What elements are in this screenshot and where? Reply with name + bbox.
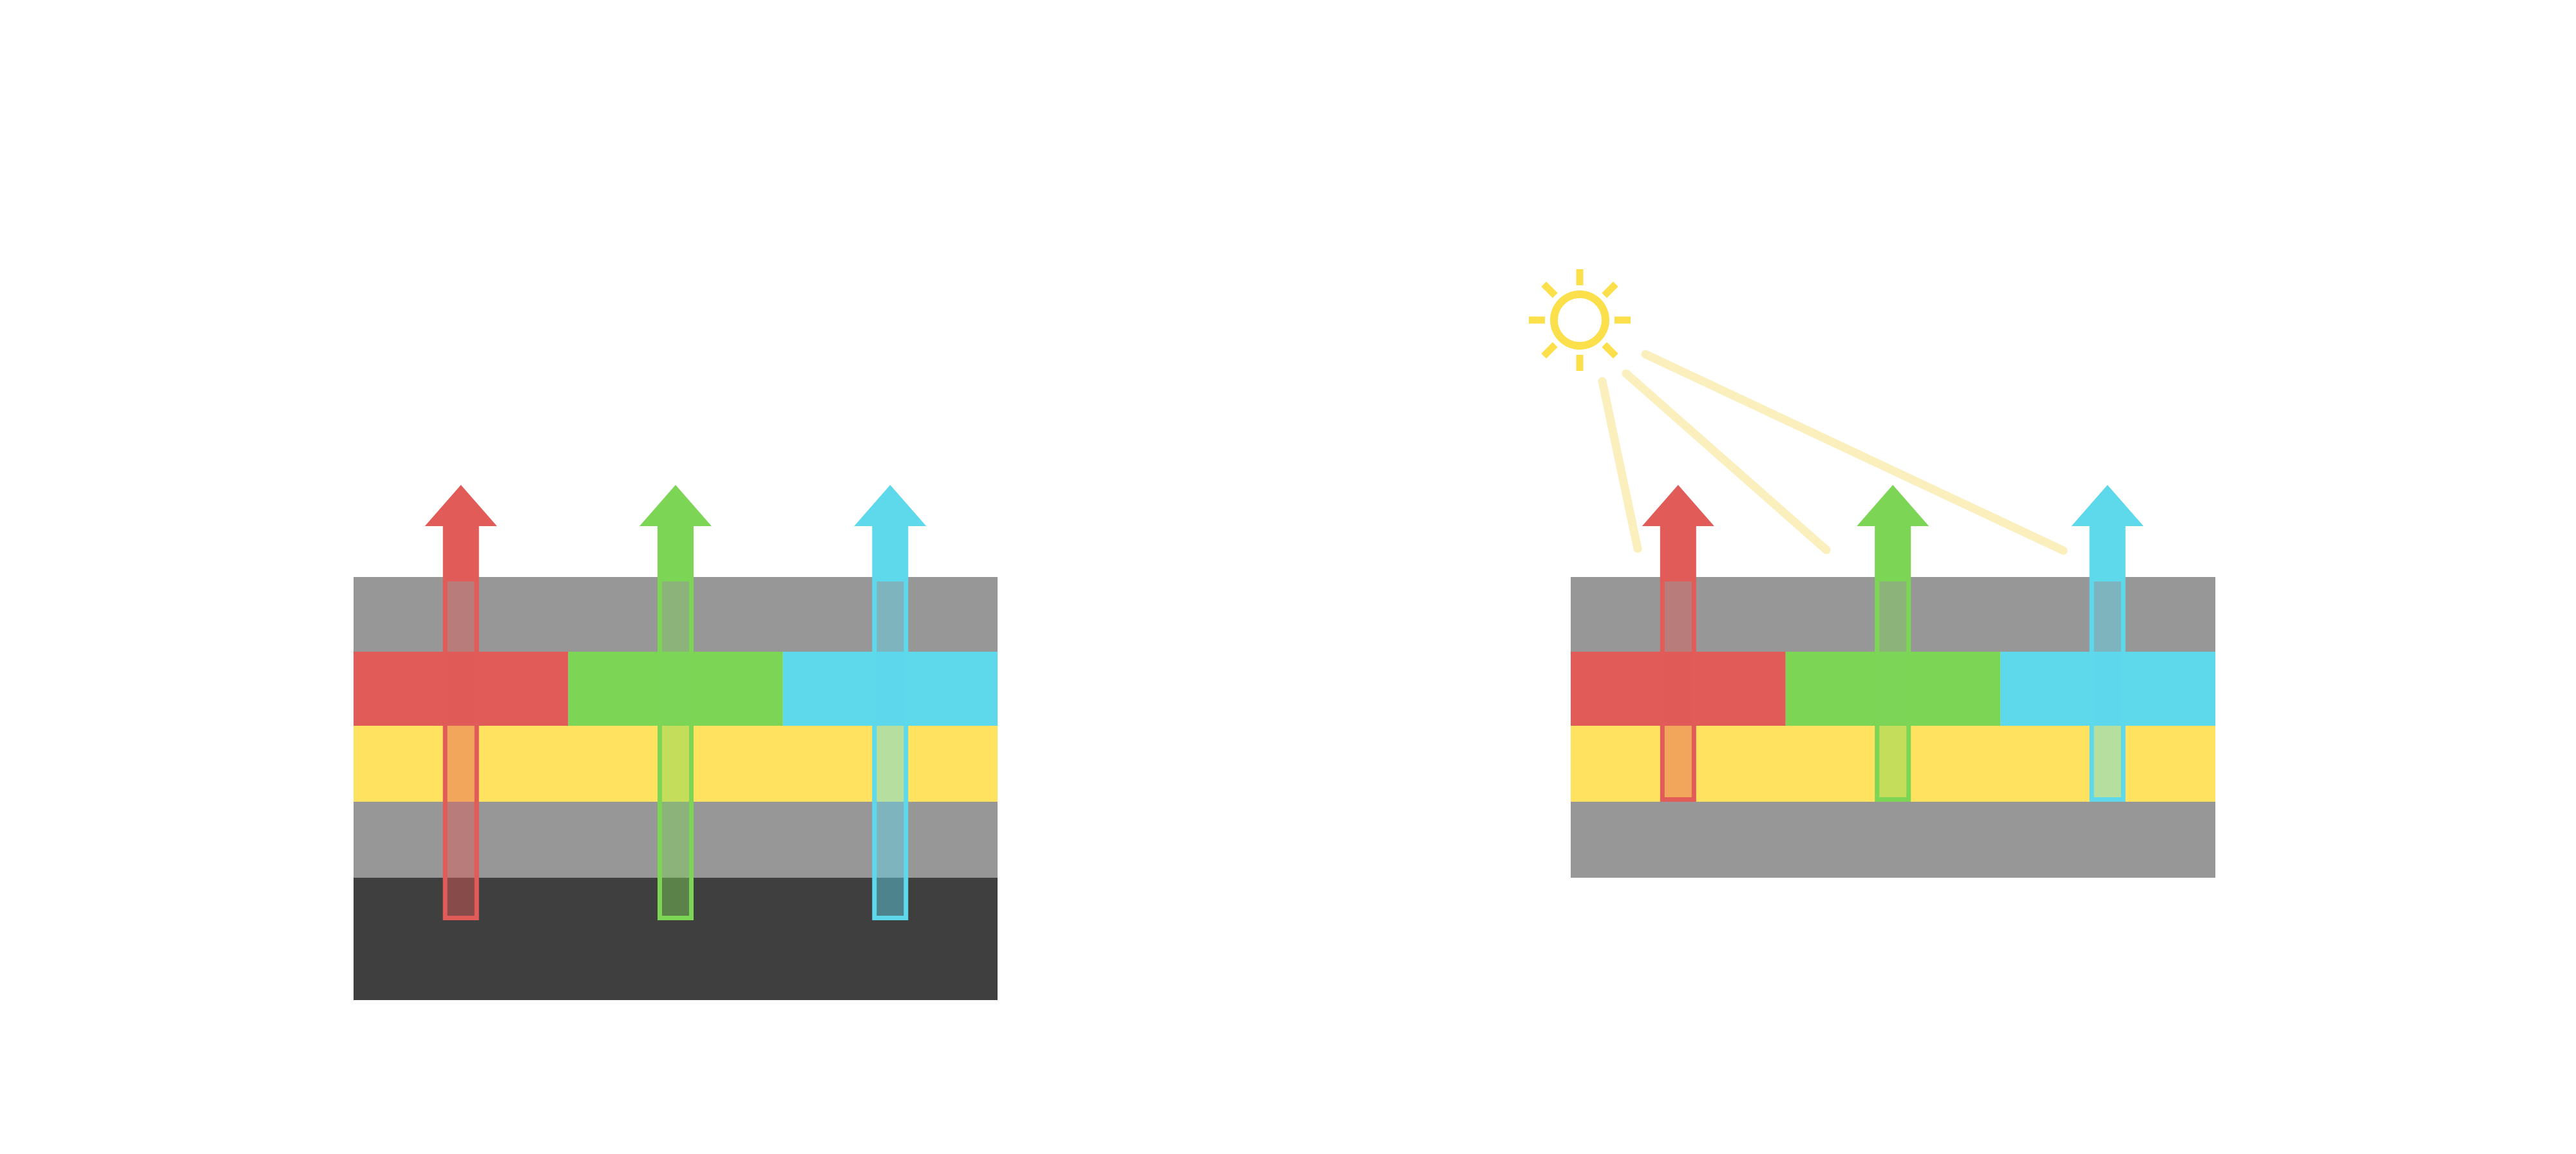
blue-light-arrow [854, 485, 927, 920]
blue-light-arrow-head [854, 485, 927, 580]
rgb-subpixel-layer [354, 652, 998, 726]
rgb-subpixel-layer [1571, 652, 2215, 726]
sun-icon [1529, 269, 1631, 371]
blue-subpixel [782, 652, 998, 726]
green-light-arrow-beam-through-stack [658, 577, 694, 920]
sun-ray [1541, 281, 1558, 298]
sun-ray [1602, 342, 1618, 359]
green-light-arrow [639, 485, 712, 920]
red-light-arrow-head [1642, 485, 1714, 580]
reflector-layer [1571, 726, 2215, 802]
blue-subpixel [2000, 652, 2215, 726]
blue-light-arrow [2071, 485, 2144, 802]
red-light-arrow-beam-through-stack [442, 577, 479, 920]
sun-circle [1550, 290, 1609, 350]
top-glass-layer [1571, 577, 2215, 652]
top-glass-layer [354, 577, 998, 652]
bottom-substrate-layer [1571, 802, 2215, 878]
red-light-arrow [1642, 485, 1714, 802]
sun-beam [1622, 369, 1831, 554]
sun-beam [1598, 377, 1642, 553]
red-light-arrow-beam-through-stack [1660, 577, 1696, 802]
green-subpixel [1785, 652, 2001, 726]
green-light-arrow-head [639, 485, 712, 580]
blue-light-arrow-beam-through-stack [2089, 577, 2126, 802]
substrate-layer [354, 878, 998, 1000]
blue-light-arrow-head [2071, 485, 2144, 580]
red-subpixel [1571, 652, 1786, 726]
green-subpixel [568, 652, 783, 726]
sun-ray [1541, 342, 1558, 359]
backplane-layer [354, 802, 998, 878]
red-light-arrow-head [424, 485, 497, 580]
emitter-layer [354, 726, 998, 802]
blue-light-arrow-beam-through-stack [872, 577, 909, 920]
emissive-display-stack [354, 485, 998, 1000]
sun-beam [1641, 350, 2068, 555]
reflective-display-stack [1529, 269, 2215, 878]
green-light-arrow-head [1857, 485, 1929, 580]
green-light-arrow [1857, 485, 1929, 802]
sun-ray [1602, 281, 1618, 298]
red-light-arrow [424, 485, 497, 920]
red-subpixel [354, 652, 569, 726]
green-light-arrow-beam-through-stack [1875, 577, 1911, 802]
